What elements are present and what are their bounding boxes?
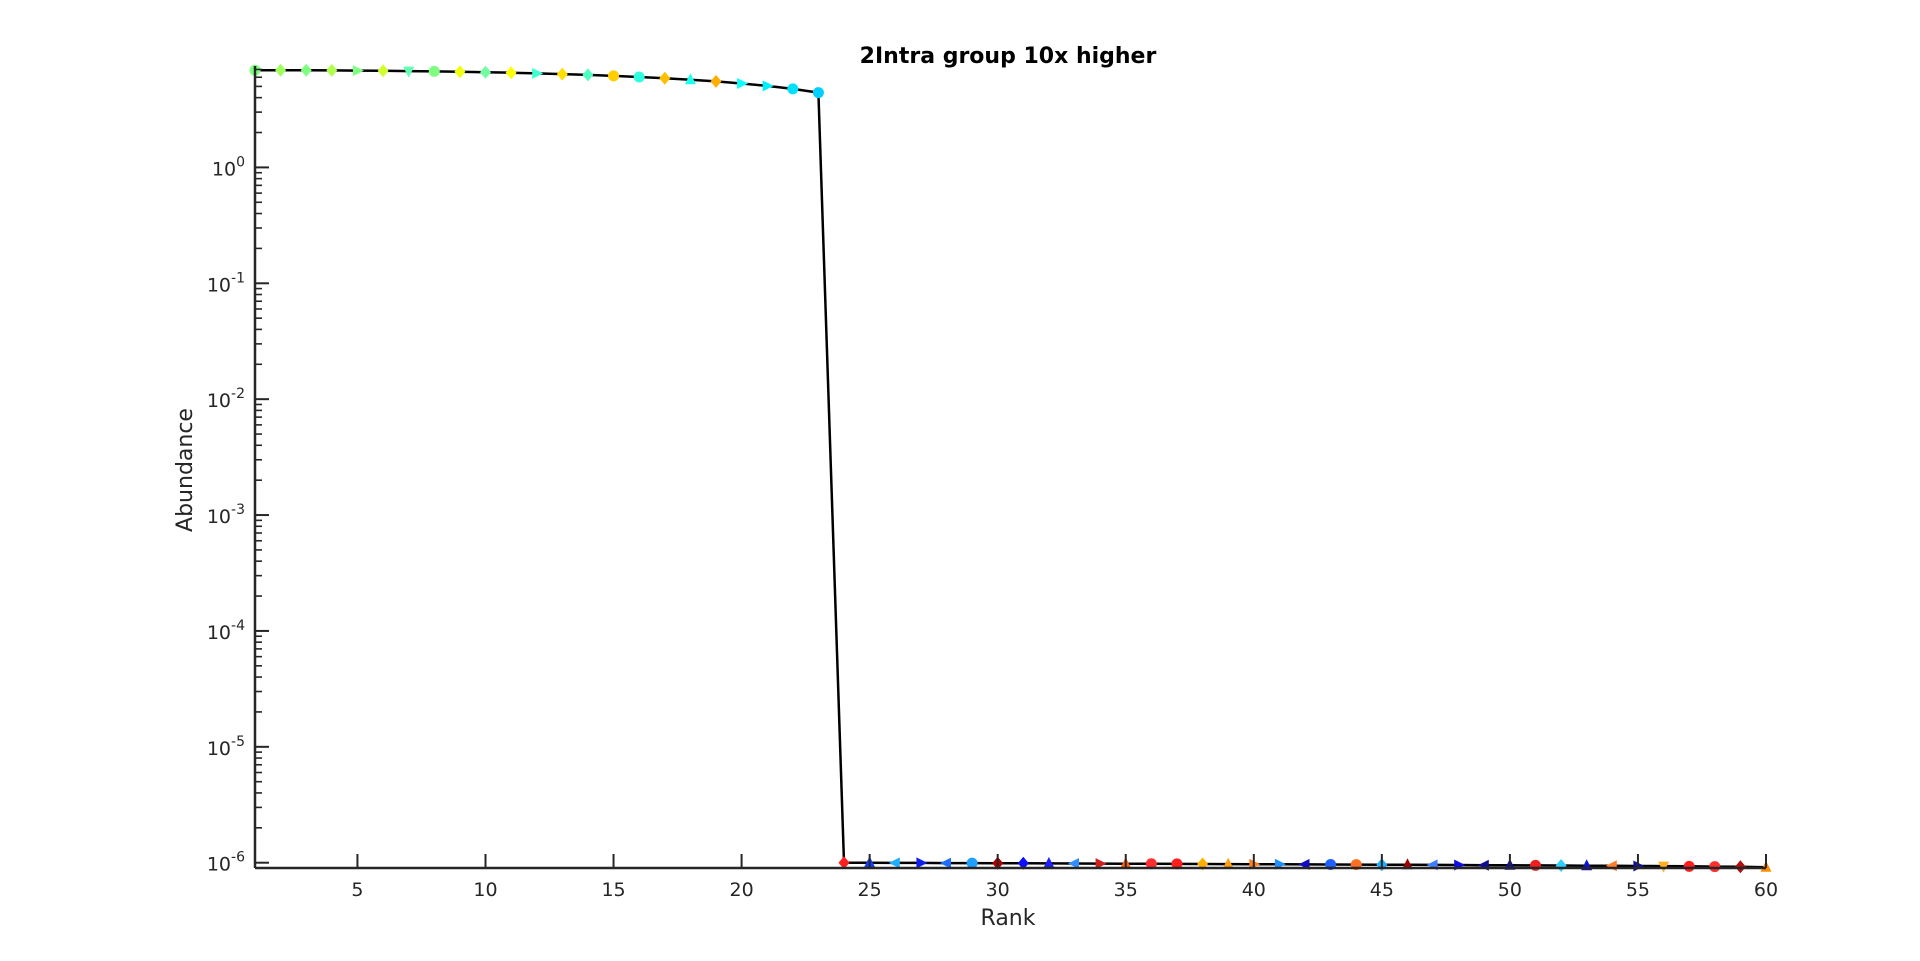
data-point: [762, 80, 774, 92]
data-point: [1709, 861, 1721, 873]
data-point: [1683, 860, 1695, 872]
data-point: [838, 856, 850, 870]
x-tick-label: 5: [351, 879, 363, 901]
data-point: [966, 857, 978, 869]
data-point: [940, 857, 951, 869]
x-tick-label: 55: [1626, 879, 1650, 901]
data-point: [684, 73, 696, 85]
data-point: [556, 67, 568, 81]
data-point: [352, 65, 364, 77]
data-point: [275, 63, 287, 77]
data-point: [787, 83, 799, 95]
data-point: [480, 65, 491, 79]
data-point: [633, 71, 645, 83]
y-tick-label: 100: [212, 154, 245, 180]
data-point: [1043, 856, 1055, 868]
data-point: [300, 63, 312, 77]
data-point: [1017, 856, 1029, 870]
y-axis: 10-6 10-5 10-4 10-3 10-2 10-1 100: [207, 66, 269, 876]
data-point: [428, 65, 440, 77]
chart-title: 2Intra group 10x higher: [860, 44, 1157, 69]
data-point: [403, 66, 415, 78]
data-point: [1068, 858, 1079, 869]
x-axis-label: Rank: [981, 906, 1036, 931]
y-tick-label: 10-3: [207, 502, 245, 528]
data-point: [454, 65, 466, 79]
data-point: [1145, 858, 1157, 870]
x-tick-label: 10: [473, 879, 497, 901]
data-point: [326, 63, 338, 77]
x-tick-label: 50: [1498, 879, 1522, 901]
x-tick-label: 30: [986, 879, 1010, 901]
y-axis-label: Abundance: [173, 408, 198, 532]
data-point: [888, 857, 900, 869]
data-point: [1555, 859, 1567, 872]
y-tick-label: 10-4: [207, 618, 245, 644]
data-point: [1605, 860, 1617, 872]
data-point: [582, 68, 594, 82]
y-tick-label: 10-6: [207, 850, 245, 876]
x-tick-label: 25: [858, 879, 882, 901]
x-tick-label: 20: [729, 879, 753, 901]
data-point: [1171, 858, 1183, 870]
data-point: [916, 857, 928, 869]
data-point: [710, 74, 722, 88]
y-tick-label: 10-1: [207, 270, 245, 296]
x-axis: 5 10 15 20 25 30 35 40 45 50 55 60: [255, 854, 1778, 901]
data-point: [505, 66, 517, 80]
data-point: [812, 87, 824, 99]
data-point: [1095, 858, 1107, 870]
data-point: [377, 64, 389, 78]
x-tick-label: 35: [1114, 879, 1138, 901]
plot-area: [249, 63, 1772, 874]
x-tick-label: 15: [601, 879, 625, 901]
x-tick-label: 45: [1370, 879, 1394, 901]
series-line: [255, 68, 1767, 869]
data-point: [608, 70, 620, 82]
data-point: [1402, 858, 1413, 870]
y-tick-label: 10-5: [207, 734, 245, 760]
data-point: [659, 71, 671, 85]
data-point: [1222, 857, 1234, 869]
data-point: [737, 78, 749, 89]
x-tick-label: 60: [1754, 879, 1778, 901]
data-point: [532, 67, 544, 79]
y-tick-label: 10-2: [207, 386, 245, 412]
x-tick-label: 40: [1242, 879, 1266, 901]
